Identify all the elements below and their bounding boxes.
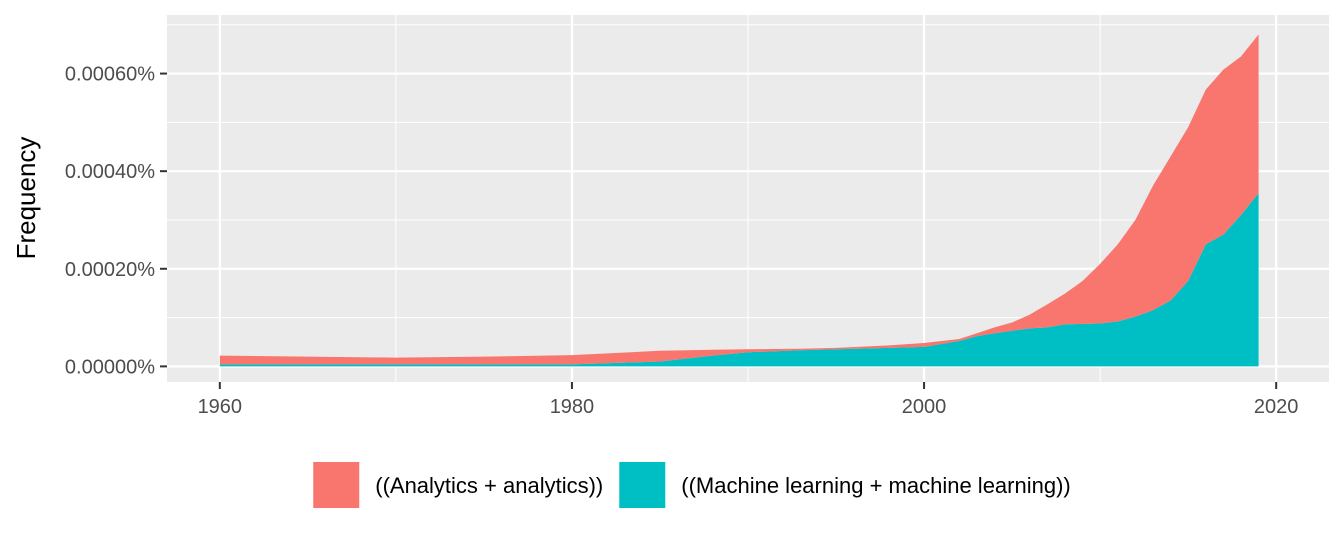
x-tick-label: 2000 xyxy=(902,396,947,418)
x-tick-label: 1980 xyxy=(550,396,595,418)
legend-key xyxy=(313,462,360,508)
y-tick-label: 0.00000% xyxy=(65,356,155,378)
area-series xyxy=(219,34,1259,367)
legend-key xyxy=(619,462,666,508)
legend-label: ((Analytics + analytics)) xyxy=(375,473,603,498)
legend-label: ((Machine learning + machine learning)) xyxy=(681,473,1070,498)
y-tick-label: 0.00020% xyxy=(65,259,155,281)
y-tick-label: 0.00060% xyxy=(65,64,155,86)
y-tick-label: 0.00040% xyxy=(65,161,155,183)
axis-ticks xyxy=(160,72,1278,389)
area-machine-learning-machine-learning xyxy=(219,193,1259,367)
y-axis-title: Frequency xyxy=(11,137,41,260)
x-tick-label: 2020 xyxy=(1254,396,1299,418)
tick-labels: 1960 1980 2000 2020 0.00000% 0.00020% 0.00040%… xyxy=(65,64,1299,418)
grid xyxy=(167,15,1329,382)
x-tick-label: 1960 xyxy=(198,396,243,418)
legend: ((Analytics + analytics)) ((Machine learn… xyxy=(313,462,1071,508)
